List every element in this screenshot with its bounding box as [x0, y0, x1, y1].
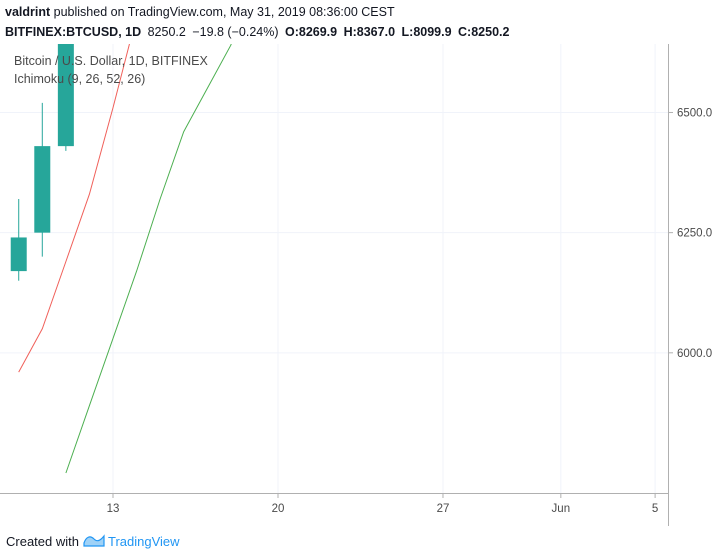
ichimoku-lines: [18, 44, 232, 474]
x-tick-label: Jun: [552, 503, 571, 515]
time-axis[interactable]: 13 20 27 Jun 5: [107, 493, 659, 515]
low-value: L:8099.9: [401, 25, 452, 39]
conversion-line: [18, 44, 130, 373]
candle-body: [57, 44, 74, 147]
candle-body: [10, 237, 27, 272]
price-chart[interactable]: Bitcoin / U.S. Dollar, 1D, BITFINEX Ichi…: [0, 44, 728, 526]
candles: [10, 44, 74, 281]
tradingview-logo-icon[interactable]: [82, 531, 106, 554]
y-tick-label: 6500.0: [677, 107, 712, 119]
ohlc-line: BITFINEX:BTCUSD, 1D 8250.2 −19.8 (−0.24%…: [5, 25, 509, 39]
footer: Created with TradingView: [0, 526, 728, 558]
chart-header: valdrint published on TradingView.com, M…: [0, 0, 728, 48]
plot-area[interactable]: [0, 44, 668, 493]
x-tick-label: 20: [272, 503, 285, 515]
symbol-label: BITFINEX:BTCUSD, 1D: [5, 25, 142, 39]
x-tick-label: 5: [652, 503, 658, 515]
open-value: O:8269.9: [284, 25, 338, 39]
price-change: −19.8 (−0.24%): [192, 25, 279, 39]
high-value: H:8367.0: [343, 25, 396, 39]
x-tick-label: 13: [107, 503, 120, 515]
published-text: published on TradingView.com, May 31, 20…: [53, 5, 395, 19]
y-tick-label: 6000.0: [677, 348, 712, 360]
y-tick-label: 6250.0: [677, 228, 712, 240]
legend-title: Bitcoin / U.S. Dollar, 1D, BITFINEX: [14, 54, 208, 68]
candle-body: [34, 146, 51, 233]
close-value: C:8250.2: [458, 25, 510, 39]
publish-info: valdrint published on TradingView.com, M…: [5, 5, 395, 19]
author-name[interactable]: valdrint: [5, 5, 51, 19]
x-tick-label: 27: [437, 503, 450, 515]
price-axis[interactable]: 6000.06250.06500.06750.07000.07250.07500…: [668, 44, 717, 360]
legend-indicator: Ichimoku (9, 26, 52, 26): [14, 72, 145, 86]
base-line: [65, 44, 232, 474]
tradingview-brand[interactable]: TradingView: [108, 534, 180, 549]
created-with-label: Created with: [6, 534, 79, 549]
last-price: 8250.2: [147, 25, 186, 39]
